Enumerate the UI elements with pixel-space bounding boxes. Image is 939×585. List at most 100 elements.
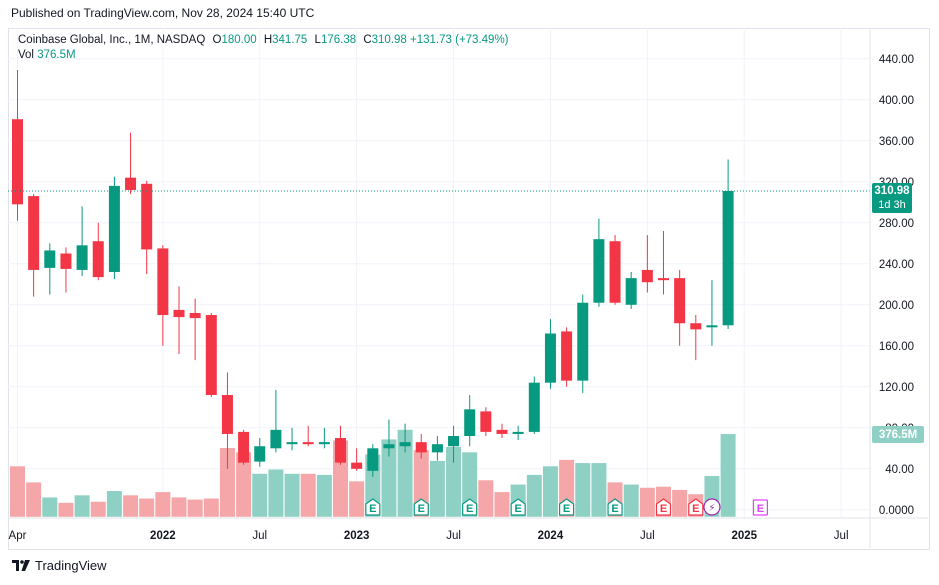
earnings-marker: E — [607, 498, 623, 516]
price-tick-label: 0.0000 — [879, 505, 914, 517]
volume-bar — [591, 463, 607, 517]
open-label: O — [212, 34, 222, 46]
volume-bar — [10, 466, 25, 517]
volume-bar — [26, 482, 42, 517]
candle-body — [76, 245, 88, 270]
volume-label[interactable]: Vol — [18, 49, 34, 61]
close-label: C — [363, 34, 372, 46]
candle-body — [512, 431, 524, 434]
volume-tag-value: 376.5M — [879, 429, 917, 441]
candle — [448, 425, 460, 463]
candles — [12, 70, 734, 477]
candle — [189, 298, 201, 361]
candle-body — [318, 442, 330, 445]
candle-body — [108, 185, 120, 272]
last-price-tag-bg — [872, 183, 912, 214]
volume-bar — [106, 491, 122, 517]
volume-bar — [268, 469, 284, 517]
candle-body — [544, 333, 556, 383]
lightning-icon: ⚡ — [708, 503, 715, 514]
earnings-badge — [462, 498, 478, 516]
price-tick-label: 40.00 — [885, 464, 914, 476]
price-tick-label: 280.00 — [879, 218, 914, 230]
volume-bar — [462, 452, 478, 517]
candle-body — [270, 429, 282, 449]
tradingview-brand[interactable]: TradingView — [12, 558, 107, 573]
candle — [60, 247, 72, 293]
time-axis: Apr 2022 Jul 2023 Jul 2024 Jul 2025 Jul — [9, 530, 849, 542]
earnings-label: E — [757, 503, 764, 515]
candle-body — [480, 411, 492, 432]
volume-bar — [42, 497, 58, 517]
earnings-label: E — [611, 503, 618, 515]
earnings-marker: E — [559, 498, 575, 516]
candle-body — [464, 409, 476, 436]
candle-body — [12, 119, 23, 205]
volume-bar — [446, 446, 462, 517]
earnings-label: E — [466, 503, 473, 515]
price-tick-label: 200.00 — [879, 300, 914, 312]
candle-body — [189, 312, 201, 319]
candle — [302, 425, 314, 447]
earnings-label: E — [660, 503, 667, 515]
candle-body — [351, 462, 363, 469]
candle — [367, 444, 379, 477]
candle-body — [286, 442, 298, 445]
candle-body — [302, 442, 314, 445]
earnings-marker: E — [462, 498, 478, 516]
candle — [221, 372, 233, 469]
candle — [528, 376, 540, 434]
candle — [286, 427, 298, 451]
volume-bar — [672, 489, 688, 517]
earnings-badge — [752, 499, 769, 516]
candle — [125, 132, 137, 195]
volume-bar — [542, 466, 558, 517]
candle-body — [238, 431, 250, 463]
open-value: 180.00 — [221, 34, 257, 46]
candle-body — [415, 442, 427, 453]
volume-bar — [316, 474, 332, 517]
earnings-marker: E — [752, 499, 769, 516]
price-tick-label: 360.00 — [879, 136, 914, 148]
earnings-label: E — [563, 503, 570, 515]
candle-body — [335, 438, 346, 463]
time-tick-label: Jul — [252, 530, 267, 542]
candle — [577, 294, 589, 393]
volume-bar — [639, 487, 655, 517]
earnings-badge — [607, 498, 623, 516]
countdown-label: 1d 3h — [878, 199, 906, 211]
volume-bar — [123, 495, 139, 517]
candle — [351, 448, 363, 471]
high-label: H — [263, 34, 273, 46]
candle — [157, 245, 169, 346]
candle-body — [157, 248, 169, 316]
time-tick-label: Jul — [834, 530, 849, 542]
volume-bar — [381, 439, 397, 517]
candle-body — [431, 444, 443, 453]
volume-tag-bg — [872, 426, 924, 444]
earnings-marker: E — [413, 498, 429, 516]
candle-body — [28, 196, 40, 270]
candle-body — [92, 241, 104, 278]
volume-bar — [300, 473, 316, 517]
chart-canvas[interactable]: E E E E E E E E E⚡440.00400.00360.00320.00280.00… — [8, 28, 928, 548]
candle-body — [577, 302, 589, 381]
earnings-label: E — [418, 503, 425, 515]
candle-body — [254, 446, 266, 462]
candle-body — [205, 315, 217, 395]
candle-body — [173, 309, 185, 318]
symbol-label[interactable]: Coinbase Global, Inc., 1M, NASDAQ — [18, 34, 206, 46]
candle-body — [383, 444, 395, 449]
price-tick-label: 240.00 — [879, 259, 914, 271]
chart-legend: Coinbase Global, Inc., 1M, NASDAQ O180.0… — [18, 34, 509, 61]
candle — [722, 159, 734, 329]
candle — [335, 425, 346, 465]
candle-body — [674, 278, 686, 324]
time-tick-label: 2022 — [150, 530, 176, 542]
earnings-marker: E — [365, 498, 381, 516]
volume-bar — [575, 463, 591, 517]
candle-body — [367, 448, 379, 471]
volume-bar — [526, 474, 542, 517]
candle — [141, 180, 153, 275]
volume-bar — [494, 492, 510, 517]
